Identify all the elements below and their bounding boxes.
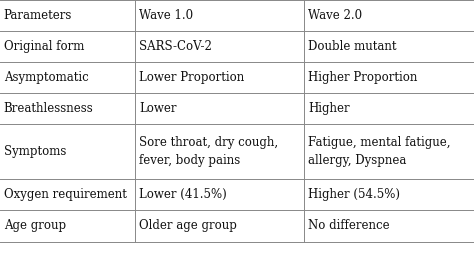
Text: Age group: Age group [4, 219, 66, 232]
Text: SARS-CoV-2: SARS-CoV-2 [139, 40, 212, 53]
Text: Older age group: Older age group [139, 219, 237, 232]
Text: Lower Proportion: Lower Proportion [139, 71, 244, 84]
Text: Symptoms: Symptoms [4, 145, 66, 158]
Text: Wave 1.0: Wave 1.0 [139, 9, 193, 22]
Text: Double mutant: Double mutant [308, 40, 397, 53]
Text: Lower (41.5%): Lower (41.5%) [139, 188, 227, 201]
Text: Higher Proportion: Higher Proportion [308, 71, 418, 84]
Text: Original form: Original form [4, 40, 84, 53]
Text: Sore throat, dry cough,
fever, body pains: Sore throat, dry cough, fever, body pain… [139, 136, 278, 167]
Text: Lower: Lower [139, 102, 176, 115]
Text: Breathlessness: Breathlessness [4, 102, 93, 115]
Text: Oxygen requirement: Oxygen requirement [4, 188, 127, 201]
Text: Fatigue, mental fatigue,
allergy, Dyspnea: Fatigue, mental fatigue, allergy, Dyspne… [308, 136, 451, 167]
Text: Parameters: Parameters [4, 9, 72, 22]
Text: Asymptomatic: Asymptomatic [4, 71, 89, 84]
Text: Wave 2.0: Wave 2.0 [308, 9, 362, 22]
Text: Higher (54.5%): Higher (54.5%) [308, 188, 400, 201]
Text: Higher: Higher [308, 102, 350, 115]
Text: No difference: No difference [308, 219, 390, 232]
